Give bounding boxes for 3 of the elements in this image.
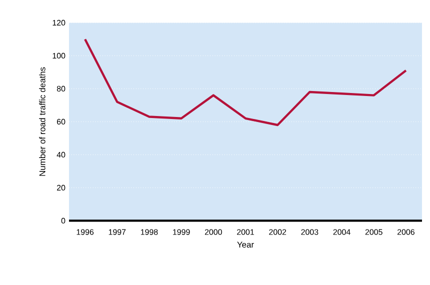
x-axis-title: Year bbox=[237, 242, 254, 248]
y-axis-title: Number of road traffic deaths bbox=[39, 67, 46, 176]
line-series bbox=[84, 38, 408, 126]
